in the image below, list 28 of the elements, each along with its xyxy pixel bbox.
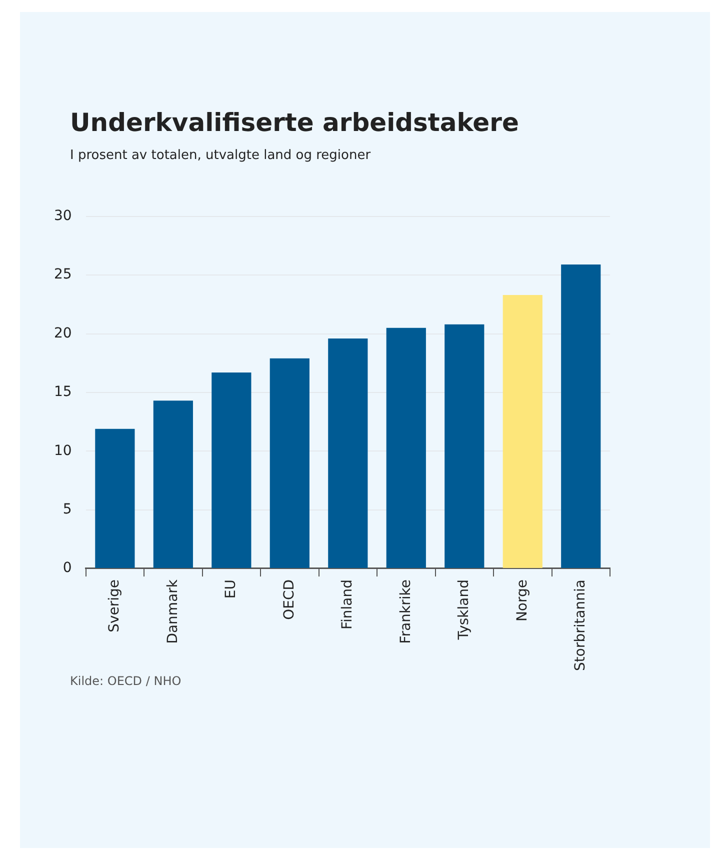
bar bbox=[212, 372, 252, 568]
text: Kilde: OECD / NHO bbox=[70, 674, 182, 688]
bar bbox=[328, 338, 368, 568]
bar bbox=[153, 400, 193, 568]
x-tick-label: Danmark bbox=[164, 578, 181, 644]
bar bbox=[561, 264, 601, 568]
x-tick-label: Frankrike bbox=[398, 579, 414, 644]
bar bbox=[270, 358, 310, 568]
x-tick-label: OECD bbox=[281, 579, 298, 620]
y-tick-label: 10 bbox=[54, 442, 72, 459]
bar bbox=[444, 324, 484, 568]
chart-title: Underkvalifiserte arbeidstakere bbox=[70, 108, 519, 137]
x-tick-label: Norge bbox=[514, 579, 530, 622]
bar bbox=[95, 428, 135, 568]
x-tick-label: Tyskland bbox=[456, 579, 472, 641]
y-tick-label: 20 bbox=[54, 325, 72, 342]
y-tick-label: 25 bbox=[54, 266, 72, 283]
y-tick-label: 5 bbox=[62, 501, 72, 518]
x-tick-label: Storbritannia bbox=[572, 579, 589, 672]
x-tick-label: EU bbox=[223, 579, 240, 599]
y-tick-label: 0 bbox=[62, 560, 72, 576]
bar bbox=[386, 328, 426, 568]
y-tick-label: 30 bbox=[54, 208, 72, 224]
y-tick-label: 15 bbox=[54, 384, 72, 400]
x-tick-label: Finland bbox=[340, 579, 356, 630]
bar bbox=[502, 295, 542, 568]
x-tick-label: Sverige bbox=[106, 579, 123, 632]
chart-subtitle: I prosent av totalen, utvalgte land og regioner bbox=[70, 148, 371, 163]
